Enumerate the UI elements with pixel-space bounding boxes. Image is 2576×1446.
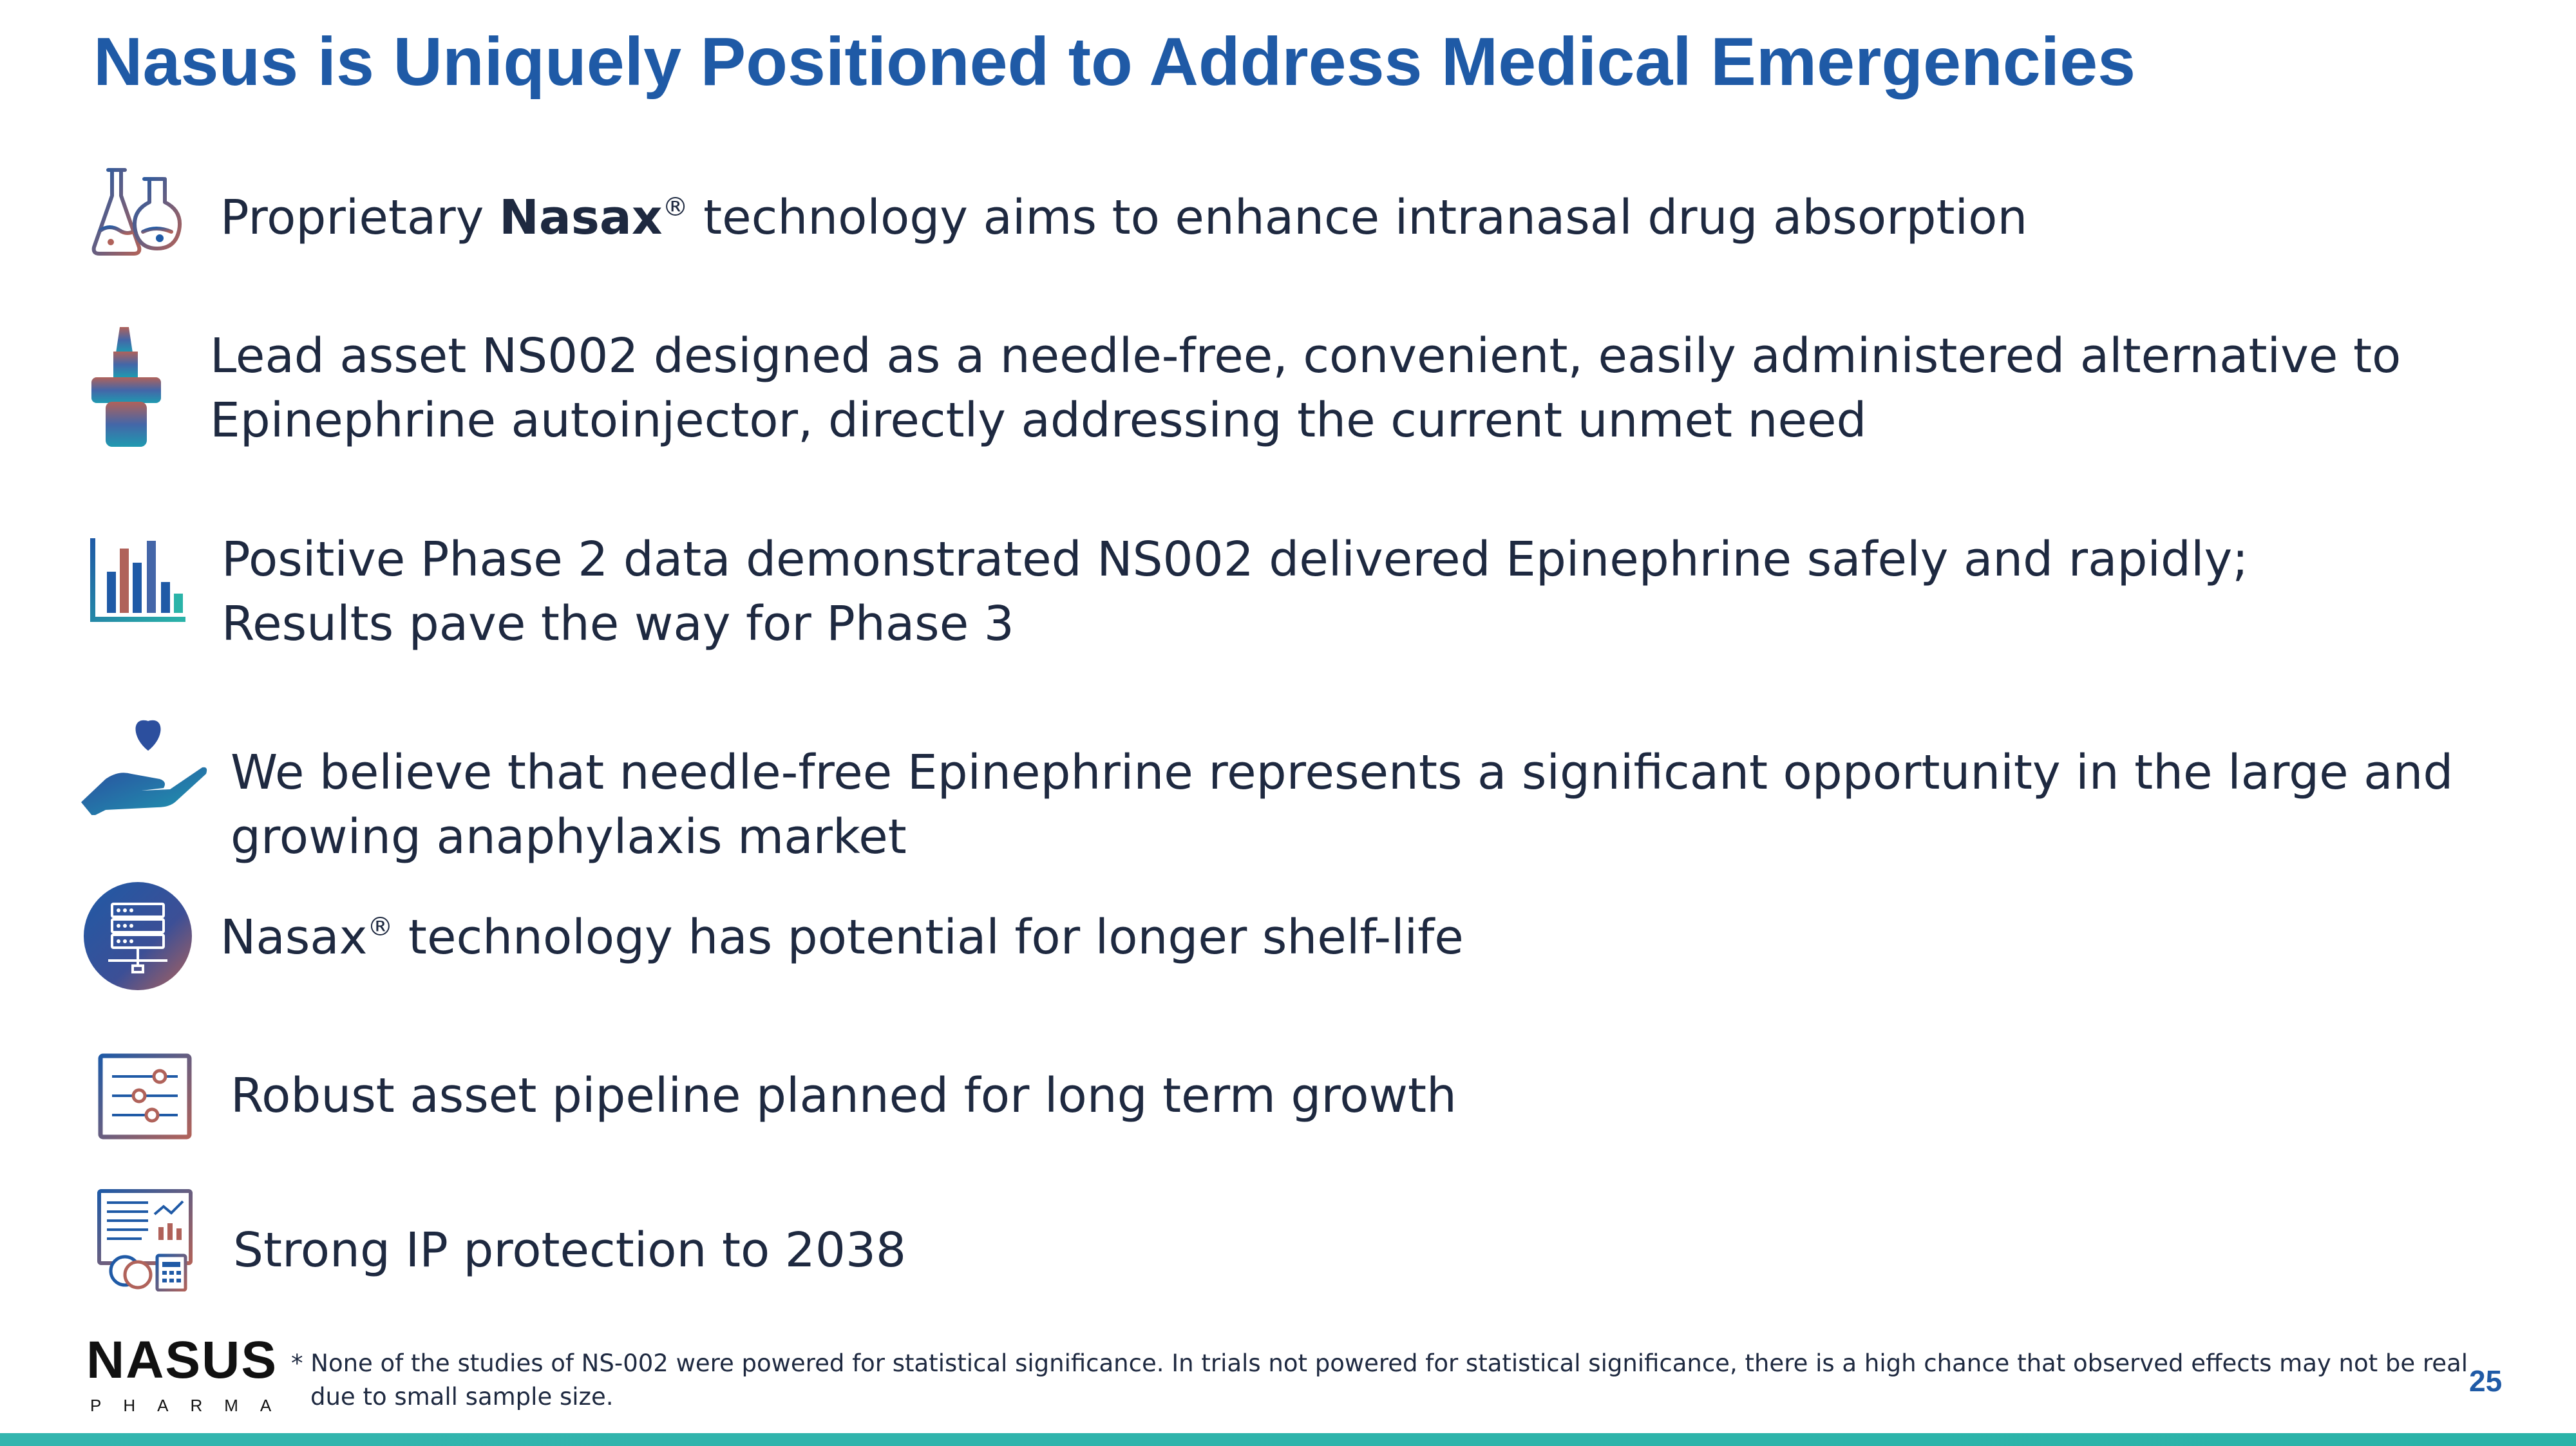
item-nasax-absorption: Proprietary Nasax® technology aims to en…	[220, 190, 2028, 245]
logo-subtitle: PHARMA	[90, 1396, 294, 1415]
item-lead-asset: Lead asset NS002 designed as a needle-fr…	[210, 328, 2401, 448]
heart-hand-icon	[81, 720, 207, 815]
item-phase2: Positive Phase 2 data demonstrated NS002…	[222, 532, 2249, 652]
logo-wordmark: NASUS	[86, 1331, 278, 1389]
page-number: 25	[2469, 1364, 2503, 1398]
nasus-pharma-logo: NASUS PHARMA	[84, 1330, 276, 1420]
bar-chart-icon	[90, 538, 185, 622]
nasal-spray-icon	[91, 327, 161, 447]
slide-title: Nasus is Uniquely Positioned to Address …	[93, 24, 2136, 100]
sliders-icon	[98, 1053, 192, 1140]
footnote: * None of the studies of NS-002 were pow…	[291, 1349, 2468, 1411]
item-ip-protection: Strong IP protection to 2038	[233, 1223, 907, 1278]
finance-report-icon	[97, 1189, 193, 1291]
flask-icon	[91, 168, 182, 256]
bottom-accent-bar	[0, 1433, 2576, 1446]
item-pipeline: Robust asset pipeline planned for long t…	[231, 1068, 1457, 1123]
server-network-icon	[84, 882, 192, 990]
item-shelf-life: Nasax® technology has potential for long…	[220, 910, 1464, 965]
item-opportunity: We believe that needle-free Epinephrine …	[231, 745, 2454, 865]
